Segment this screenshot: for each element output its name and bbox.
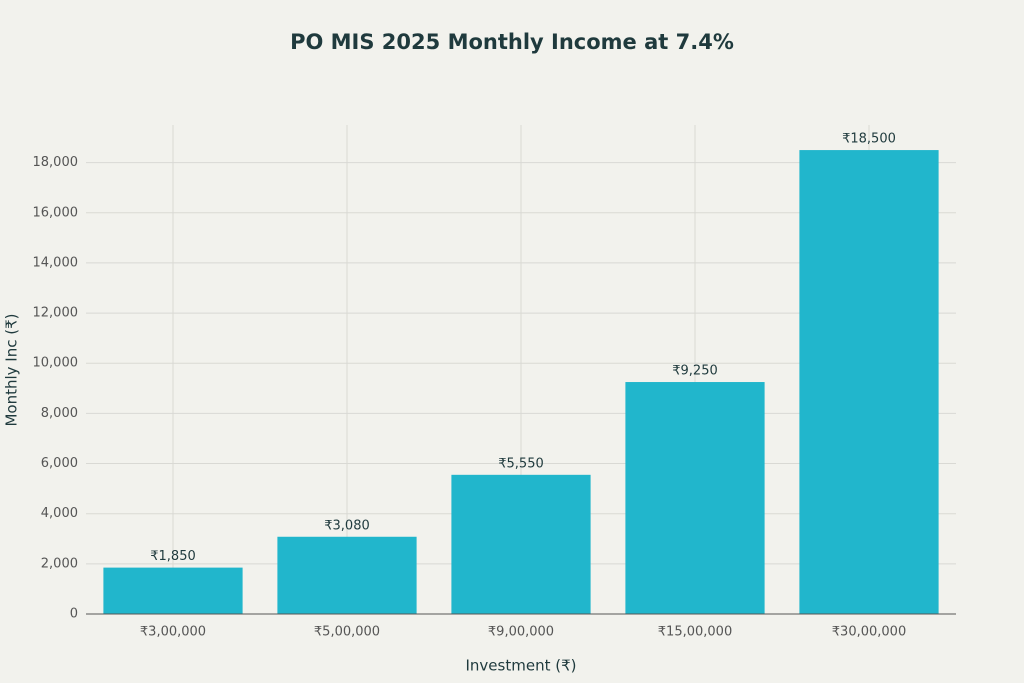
bar [451, 474, 591, 614]
bar [625, 382, 765, 614]
x-tick-label: ₹9,00,000 [488, 625, 554, 640]
bar [799, 150, 939, 615]
y-tick-label: 18,000 [33, 155, 79, 170]
chart-title: PO MIS 2025 Monthly Income at 7.4% [290, 30, 734, 54]
x-tick-label: ₹30,00,000 [832, 625, 906, 640]
y-tick-label: 4,000 [41, 506, 78, 521]
y-tick-label: 16,000 [33, 205, 79, 220]
y-tick-label: 12,000 [33, 306, 79, 321]
y-axis-title: Monthly Inc (₹) [3, 313, 21, 426]
x-tick-label: ₹3,00,000 [140, 625, 206, 640]
data-label: ₹18,500 [842, 132, 896, 147]
bar [277, 536, 417, 614]
x-axis-title: Investment (₹) [466, 657, 577, 675]
x-tick-label: ₹5,00,000 [314, 625, 380, 640]
x-tick-label: ₹15,00,000 [658, 625, 732, 640]
bar [103, 567, 243, 614]
y-tick-label: 10,000 [33, 356, 79, 371]
y-tick-label: 8,000 [41, 406, 78, 421]
data-label: ₹5,550 [498, 456, 544, 471]
y-tick-label: 0 [70, 607, 78, 622]
data-label: ₹1,850 [150, 549, 196, 564]
y-tick-label: 2,000 [41, 556, 78, 571]
y-tick-label: 6,000 [41, 456, 78, 471]
y-tick-label: 14,000 [33, 255, 79, 270]
data-label: ₹9,250 [672, 364, 718, 379]
data-label: ₹3,080 [324, 518, 370, 533]
